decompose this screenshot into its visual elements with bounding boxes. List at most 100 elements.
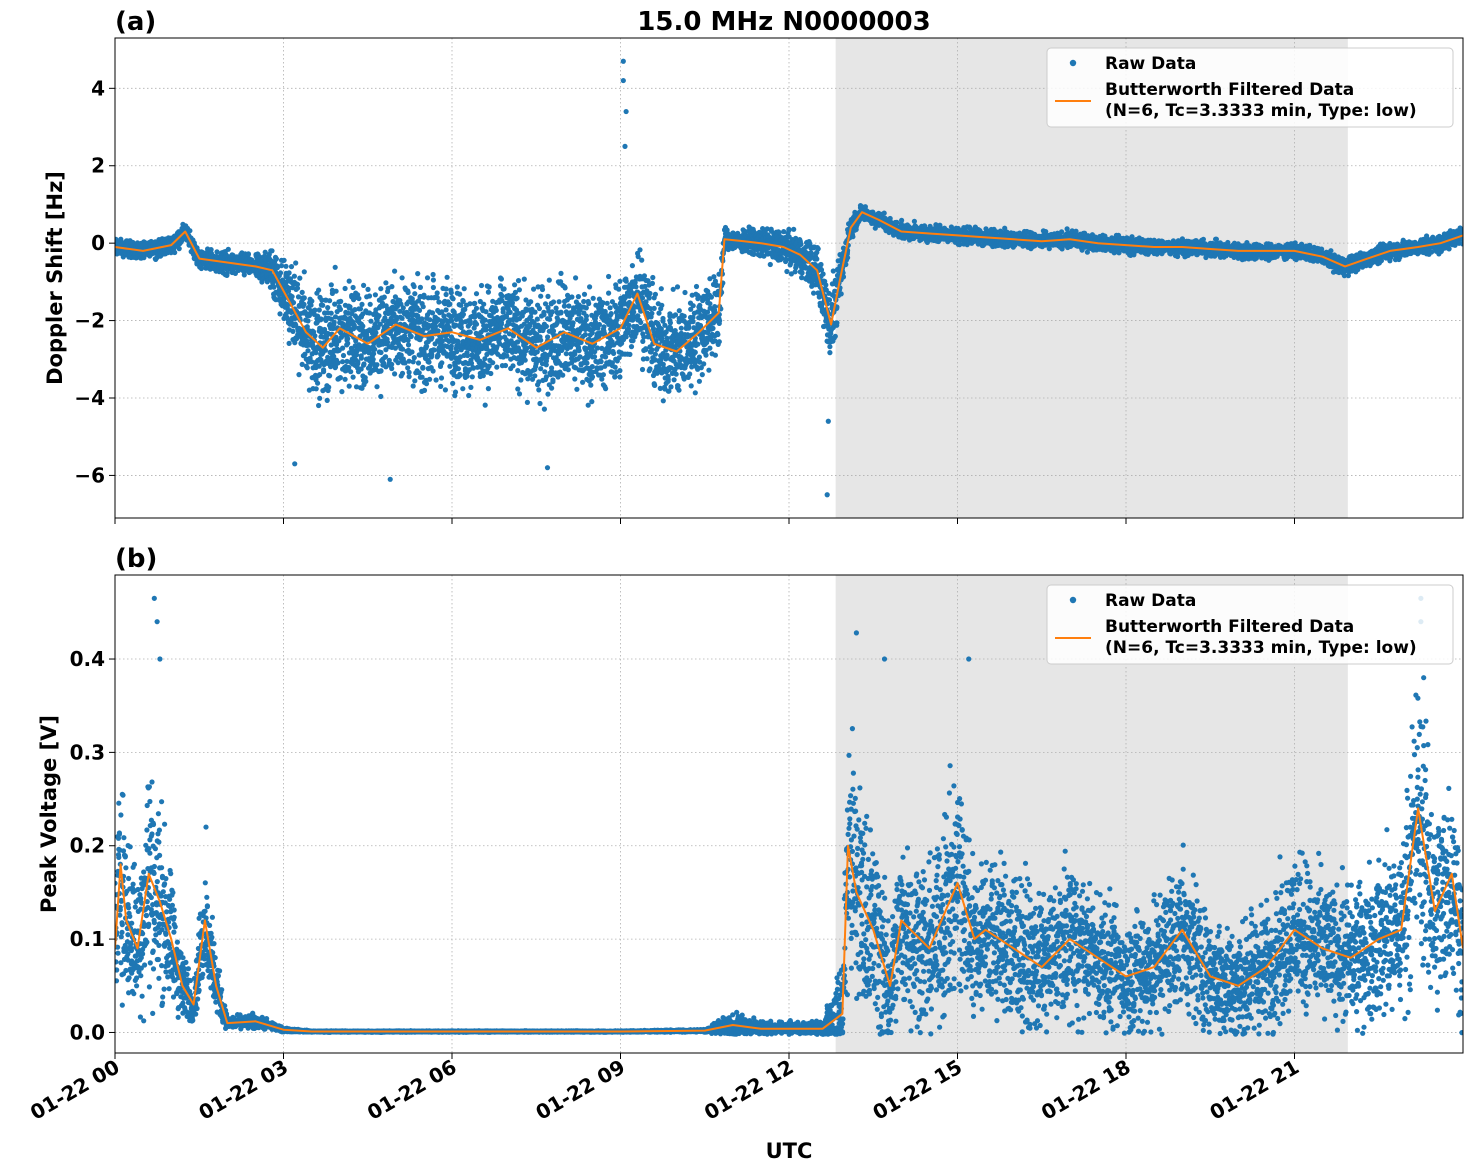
raw-point: [358, 366, 364, 372]
raw-point: [305, 318, 311, 324]
raw-point: [346, 383, 352, 389]
raw-point: [590, 295, 596, 301]
raw-point: [327, 298, 333, 304]
raw-point: [436, 299, 442, 305]
raw-point: [473, 321, 480, 327]
raw-point: [468, 384, 474, 390]
raw-point: [443, 286, 449, 292]
raw-point: [490, 360, 496, 366]
raw-point: [575, 294, 582, 300]
raw-point: [488, 370, 494, 377]
raw-point: [381, 294, 387, 300]
raw-point: [372, 346, 378, 352]
raw-point: [301, 269, 307, 275]
raw-point: [427, 317, 433, 323]
raw-point: [466, 392, 472, 399]
raw-point: [894, 219, 900, 225]
raw-point: [363, 378, 369, 384]
raw-point: [378, 393, 384, 400]
raw-point: [467, 329, 473, 335]
raw-point: [309, 298, 315, 304]
raw-point: [431, 347, 437, 353]
raw-point: [482, 317, 488, 323]
raw-point: [499, 293, 505, 299]
raw-point: [511, 282, 518, 288]
raw-point: [612, 374, 618, 380]
raw-point: [692, 349, 698, 355]
raw-point: [179, 237, 185, 244]
raw-point: [660, 398, 666, 404]
raw-point: [288, 264, 295, 270]
raw-point: [814, 256, 820, 262]
raw-point: [510, 363, 516, 369]
raw-point: [820, 271, 826, 277]
raw-point: [417, 284, 423, 290]
raw-point: [515, 339, 521, 345]
raw-point: [352, 307, 358, 313]
raw-point: [378, 286, 384, 292]
raw-point: [467, 318, 473, 325]
raw-point: [616, 286, 622, 292]
raw-point: [649, 310, 655, 316]
raw-point: [549, 365, 555, 371]
raw-point: [672, 312, 679, 318]
raw-point: [549, 309, 555, 315]
raw-point: [287, 276, 294, 282]
raw-point: [588, 382, 594, 388]
raw-point: [658, 286, 664, 292]
raw-point: [563, 351, 569, 357]
raw-point: [507, 309, 513, 315]
raw-point: [328, 310, 334, 316]
raw-point: [442, 387, 448, 393]
raw-point: [660, 361, 666, 367]
raw-point: [286, 340, 292, 346]
raw-point: [448, 343, 454, 349]
raw-point: [629, 263, 636, 269]
raw-point: [342, 376, 348, 382]
raw-point: [647, 290, 653, 297]
raw-point: [541, 312, 547, 318]
raw-point: [374, 362, 380, 368]
raw-point: [581, 298, 587, 305]
raw-point: [558, 310, 564, 316]
raw-point: [378, 368, 384, 374]
raw-point: [350, 284, 356, 291]
raw-point: [448, 290, 454, 296]
raw-point: [699, 372, 705, 378]
raw-point: [528, 299, 534, 305]
raw-point: [537, 400, 543, 407]
raw-point: [644, 356, 650, 362]
raw-point: [399, 370, 406, 376]
raw-point: [560, 372, 566, 378]
raw-point: [600, 372, 607, 378]
raw-point: [538, 293, 544, 299]
raw-point: [429, 352, 435, 358]
raw-point: [357, 306, 364, 312]
raw-point: [452, 389, 459, 395]
raw-point: [316, 307, 322, 313]
raw-point: [332, 301, 338, 307]
raw-point: [832, 333, 838, 339]
raw-point: [516, 287, 523, 293]
raw-point: [366, 310, 373, 316]
raw-point: [299, 289, 305, 295]
raw-point: [478, 282, 485, 289]
raw-point: [435, 353, 441, 359]
raw-point: [501, 286, 507, 292]
raw-point: [577, 354, 583, 360]
raw-point: [550, 328, 557, 334]
raw-point: [638, 319, 644, 325]
raw-point: [340, 352, 347, 359]
raw-point: [541, 406, 548, 412]
raw-point: [225, 246, 231, 252]
raw-point: [515, 278, 522, 284]
raw-point: [176, 246, 182, 252]
raw-point: [290, 300, 297, 306]
raw-point: [652, 351, 659, 357]
raw-point: [712, 352, 719, 358]
raw-point: [583, 313, 590, 319]
raw-point: [815, 246, 821, 252]
raw-point: [473, 305, 480, 311]
raw-point: [345, 340, 351, 346]
raw-point: [798, 241, 804, 247]
